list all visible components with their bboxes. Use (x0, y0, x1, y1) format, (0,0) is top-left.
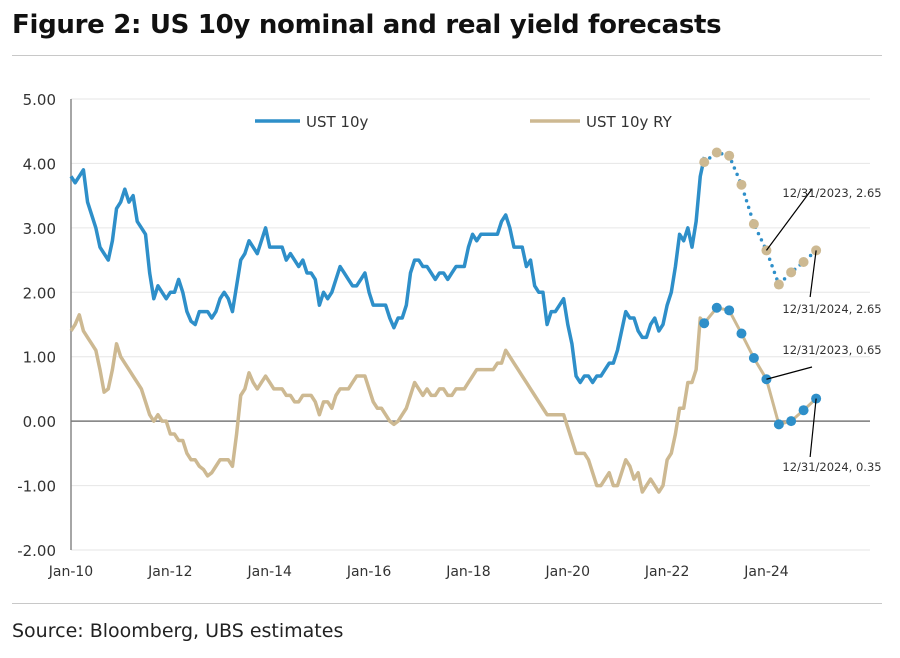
ust-10y-ry-forecast-point (724, 305, 735, 316)
x-tick-label: Jan-14 (246, 564, 292, 580)
ust-10y-ry-forecast-point (711, 302, 722, 313)
y-tick-label: -2.00 (17, 542, 56, 560)
y-tick-label: -1.00 (17, 478, 56, 496)
ust-10y-ry-forecast-point (699, 318, 710, 329)
ust-10y-ry-forecast-point (786, 416, 797, 427)
annotation-label: 12/31/2023, 2.65 (782, 186, 881, 200)
ust-10y-line (69, 156, 707, 385)
x-tick-label: Jan-18 (445, 564, 490, 580)
line-chart: 5.00 4.00 3.00 2.00 1.00 0.00 -1.00 -2.00 Jan-10… (17, 91, 881, 580)
ust-10y-ry-forecast-line (703, 306, 818, 427)
chart-title: Figure 2: US 10y nominal and real yield … (12, 10, 722, 40)
y-tick-label: 2.00 (23, 284, 56, 302)
y-tick-label: 5.00 (23, 91, 56, 109)
annotation-leader (809, 250, 817, 298)
annotation-label: 12/31/2023, 0.65 (782, 343, 881, 357)
y-tick-label: 4.00 (23, 155, 56, 173)
annotation-leader (765, 188, 813, 251)
x-tick-label: Jan-10 (48, 564, 93, 580)
ust-10y-forecast-point (773, 279, 784, 290)
ust-10y-forecast-point (748, 218, 759, 229)
x-tick-label: Jan-16 (346, 564, 392, 580)
title-divider (12, 55, 882, 56)
y-tick-label: 0.00 (23, 413, 56, 431)
ust-10y-forecast-point (736, 179, 747, 190)
ust-10y-forecast-line (702, 150, 818, 288)
legend-ust-10y-label: UST 10y (306, 113, 369, 131)
y-tick-label: 3.00 (23, 220, 56, 238)
x-tick-label: Jan-22 (644, 564, 689, 580)
ust-10y-forecast-point (699, 157, 710, 168)
ust-10y-ry-line (69, 313, 706, 494)
annotation-label: 12/31/2024, 2.65 (782, 302, 881, 316)
ust-10y-forecast-point (798, 257, 809, 268)
ust-10y-forecast-point (724, 150, 735, 161)
ust-10y-ry-forecast-point (773, 419, 784, 430)
legend-ust-10y-ry-label: UST 10y RY (586, 113, 673, 131)
x-tick-label: Jan-20 (545, 564, 590, 580)
ust-10y-ry-forecast-point (736, 328, 747, 339)
ust-10y-ry-forecast-point (798, 405, 809, 416)
x-tick-label: Jan-24 (743, 564, 789, 580)
ust-10y-forecast-point (786, 267, 797, 278)
ust-10y-forecast-point (711, 147, 722, 158)
x-tick-label: Jan-12 (147, 564, 192, 580)
ust-10y-ry-forecast-point (748, 353, 759, 364)
annotation-leader (809, 398, 817, 458)
y-tick-label: 1.00 (23, 349, 56, 367)
annotation-label: 12/31/2024, 0.35 (782, 460, 881, 474)
annotation-leader (766, 366, 813, 380)
source-divider (12, 603, 882, 604)
source-note: Source: Bloomberg, UBS estimates (12, 620, 344, 642)
